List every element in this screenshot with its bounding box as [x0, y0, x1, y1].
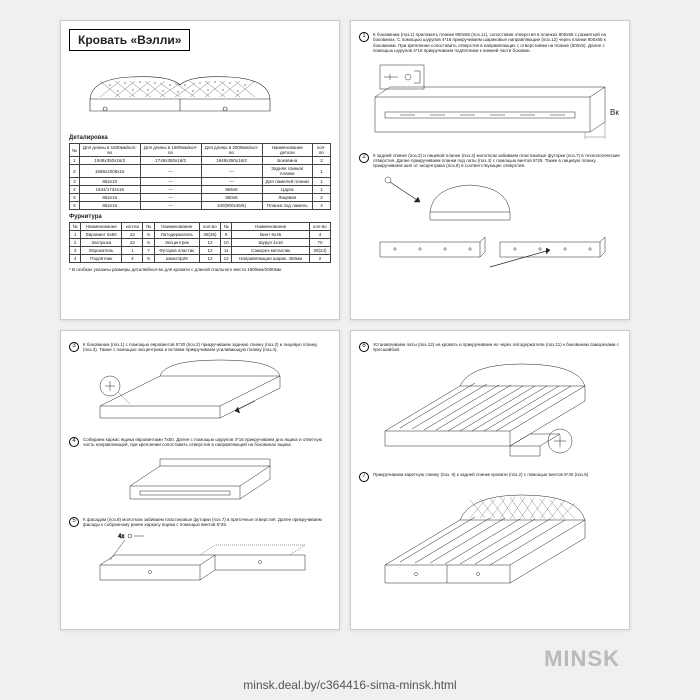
illus-step2: [359, 172, 621, 282]
parts-table: №Для длины в 1600мм/кол-воДля длины в 18…: [69, 143, 331, 210]
hardware-heading: Фурнитура: [69, 214, 331, 220]
step-text-3: К боковинам (поз.1) с помощью евровинтов…: [83, 342, 331, 353]
step-text-1: К боковинам (поз.1) приложить планки 800…: [373, 32, 621, 54]
step-1: 1 К боковинам (поз.1) приложить планки 8…: [359, 32, 621, 54]
doc-title: Кровать «Вэлли»: [69, 29, 190, 51]
label-bk: Вк: [610, 108, 619, 117]
step-num-2: 2: [359, 153, 369, 163]
step-text-4: Собираем каркас ящика евровинтами 7x50. …: [83, 437, 331, 448]
page-4: 6 Устанавливаем латы (поз.12) на кровать…: [350, 330, 630, 630]
step-7: 7 Прикручиваем каретную спинку (поз. 9) …: [359, 472, 621, 482]
step-num-6: 6: [359, 342, 369, 352]
step-num-7: 7: [359, 472, 369, 482]
step-6: 6 Устанавливаем латы (поз.12) на кровать…: [359, 342, 621, 353]
illus-step3: [69, 356, 331, 431]
step-num-5: 5: [69, 517, 79, 527]
footnote: * В скобках указаны размеры деталей/кол-…: [69, 267, 331, 272]
source-url: minsk.deal.by/c364416-sima-minsk.html: [0, 678, 700, 692]
page-2: 1 К боковинам (поз.1) приложить планки 8…: [350, 20, 630, 320]
page-1: Кровать «Вэлли»: [60, 20, 340, 320]
watermark: MINSK: [544, 646, 620, 672]
step-text-2: К задней спинке (поз.2) и лицевой планке…: [373, 153, 621, 169]
illus-step1: Вк: [359, 57, 621, 147]
step-num-1: 1: [359, 32, 369, 42]
illus-step6: [359, 356, 621, 466]
step-5: 5 К фасадам (поз.8) молотком забиваем пл…: [69, 517, 331, 528]
illus-step4: [69, 451, 331, 511]
step-num-3: 3: [69, 342, 79, 352]
step-4: 4 Собираем каркас ящика евровинтами 7x50…: [69, 437, 331, 448]
step-text-5: К фасадам (поз.8) молотком забиваем плас…: [83, 517, 331, 528]
step-3: 3 К боковинам (поз.1) с помощью евровинт…: [69, 342, 331, 353]
illus-hero: [69, 59, 331, 129]
step-text-7: Прикручиваем каретную спинку (поз. 9) к …: [373, 472, 588, 477]
parts-heading: Деталировка: [69, 135, 331, 141]
step-num-4: 4: [69, 437, 79, 447]
page-3: 3 К боковинам (поз.1) с помощью евровинт…: [60, 330, 340, 630]
hardware-table: №Наименованиекол-во№Наименованиекол-во№Н…: [69, 222, 331, 263]
illus-step5: 4x: [69, 530, 331, 595]
svg-text:4x: 4x: [118, 534, 124, 540]
step-text-6: Устанавливаем латы (поз.12) на кровать и…: [373, 342, 621, 353]
illus-step7: [359, 485, 621, 605]
step-2: 2 К задней спинке (поз.2) и лицевой план…: [359, 153, 621, 169]
